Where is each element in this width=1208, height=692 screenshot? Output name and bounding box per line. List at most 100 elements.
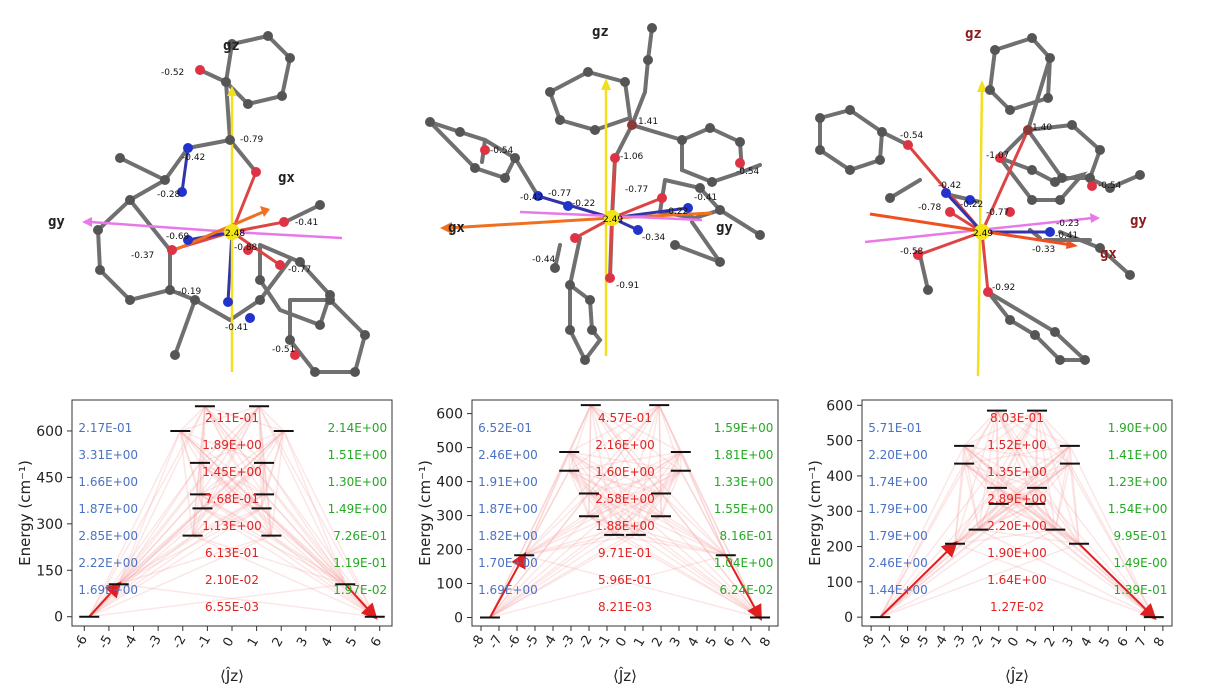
- transition-line: [680, 451, 761, 618]
- y-tick-label: 0: [454, 611, 463, 627]
- transition-value-label: 1.19E-01: [333, 556, 387, 570]
- transition-value-label: 2.16E+00: [595, 438, 655, 452]
- transition-line: [590, 404, 761, 618]
- transition-line: [88, 507, 203, 618]
- plot-frame: [861, 399, 1173, 627]
- transition-line: [283, 430, 376, 618]
- transition-line: [977, 410, 998, 530]
- transition-value-label: 1.30E+00: [328, 475, 388, 489]
- transition-line: [635, 515, 662, 536]
- transition-value-label: 2.10E-02: [205, 573, 259, 587]
- x-tick-label: -5: [913, 633, 932, 652]
- x-tick-label: -1: [195, 633, 214, 652]
- transition-line: [613, 534, 761, 619]
- dy-center-atom: [974, 224, 990, 240]
- transition-value-label: 2.58E+00: [595, 492, 655, 506]
- x-tick-label: 5: [343, 635, 360, 650]
- x-tick-label: 1: [1024, 635, 1041, 650]
- transition-line: [89, 583, 346, 618]
- transition-value-label: 5.96E-01: [598, 573, 652, 587]
- transition-line: [118, 405, 206, 585]
- transition-line: [660, 492, 727, 556]
- transition-line: [996, 410, 1056, 530]
- transition-value-label: 1.55E+00: [714, 502, 774, 516]
- atom-charge: -0.77: [625, 185, 648, 195]
- transition-line: [680, 470, 727, 556]
- x-tick-label: -7: [486, 633, 505, 652]
- transition-line: [179, 430, 272, 537]
- x-tick-label: 7: [739, 635, 756, 650]
- transition-line: [191, 508, 204, 536]
- transition-line: [954, 410, 1038, 545]
- transition-line: [996, 487, 1036, 505]
- transition-line: [588, 515, 637, 536]
- transition-line: [568, 404, 660, 453]
- plot-frame: [71, 399, 393, 627]
- atom-charge: -1.06: [620, 152, 644, 162]
- transition-value-label: 6.55E-03: [205, 600, 259, 614]
- transition-line: [282, 430, 346, 585]
- atom-charge: 1.40: [1032, 123, 1052, 133]
- transition-line: [179, 430, 263, 509]
- y-tick-label: 200: [826, 540, 853, 556]
- transition-line: [635, 534, 726, 557]
- transition-line: [1036, 487, 1155, 618]
- atom-charge: -0.22: [960, 200, 983, 210]
- transition-line: [270, 534, 346, 585]
- x-tick-label: 4: [319, 635, 336, 650]
- transition-line: [180, 430, 265, 464]
- transition-value-label: 1.79E+00: [868, 502, 928, 516]
- y-tick-label: 0: [844, 610, 853, 626]
- transition-line: [879, 503, 1036, 618]
- x-tick-label: 6: [1115, 635, 1132, 650]
- x-tick-label: -2: [170, 633, 189, 652]
- transition-value-label: 1.49E+00: [328, 502, 388, 516]
- transition-line: [118, 493, 265, 585]
- transition-value-label: 2.46E+00: [478, 448, 538, 462]
- transition-line: [199, 462, 265, 496]
- transition-line: [118, 534, 194, 585]
- transition-line: [996, 462, 1071, 489]
- transition-line: [963, 462, 1038, 489]
- transition-line: [996, 487, 1056, 531]
- transition-value-label: 2.11E-01: [205, 411, 259, 425]
- y-tick-label: 200: [436, 543, 463, 559]
- transition-line: [260, 494, 265, 509]
- transition-line: [258, 406, 265, 495]
- transition-line: [1036, 410, 1057, 530]
- y-axis-label: Energy (cm⁻¹): [16, 460, 34, 566]
- transition-value-label: 7.26E-01: [333, 529, 387, 543]
- y-tick-label: 600: [826, 398, 853, 414]
- transition-line: [489, 492, 662, 619]
- transition-line: [568, 470, 662, 517]
- x-tick-label: 3: [294, 635, 311, 650]
- gz-label: gz: [965, 26, 982, 42]
- transition-value-label: 1.23E+00: [1108, 475, 1168, 489]
- transition-line: [635, 493, 662, 536]
- x-tick-label: -4: [121, 633, 140, 652]
- x-tick-label: 1: [245, 635, 262, 650]
- transition-line: [1069, 445, 1155, 618]
- y-tick-label: 150: [36, 563, 63, 579]
- y-tick-label: 400: [436, 475, 463, 491]
- atom-charge: -0.42: [520, 193, 543, 203]
- x-tick-label: -3: [950, 633, 969, 652]
- transition-value-label: 2.20E+00: [987, 519, 1047, 533]
- transition-line: [118, 405, 260, 585]
- transition-line: [568, 470, 761, 619]
- x-tick-label: 2: [270, 635, 287, 650]
- transition-line: [614, 534, 726, 557]
- y-axis-label: Energy (cm⁻¹): [806, 460, 824, 566]
- transition-line: [1054, 463, 1071, 530]
- x-tick-label: 0: [613, 635, 630, 650]
- transition-line: [996, 410, 1155, 618]
- transition-line: [588, 405, 592, 517]
- gy-label: gy: [716, 220, 733, 236]
- atom-charge: -0.41: [1055, 231, 1078, 241]
- transition-line: [568, 451, 727, 556]
- transition-line: [658, 404, 682, 453]
- transition-line: [524, 554, 761, 619]
- transition-line: [588, 492, 662, 517]
- transition-line: [963, 445, 1036, 505]
- transition-value-label: 1.69E+00: [478, 583, 538, 597]
